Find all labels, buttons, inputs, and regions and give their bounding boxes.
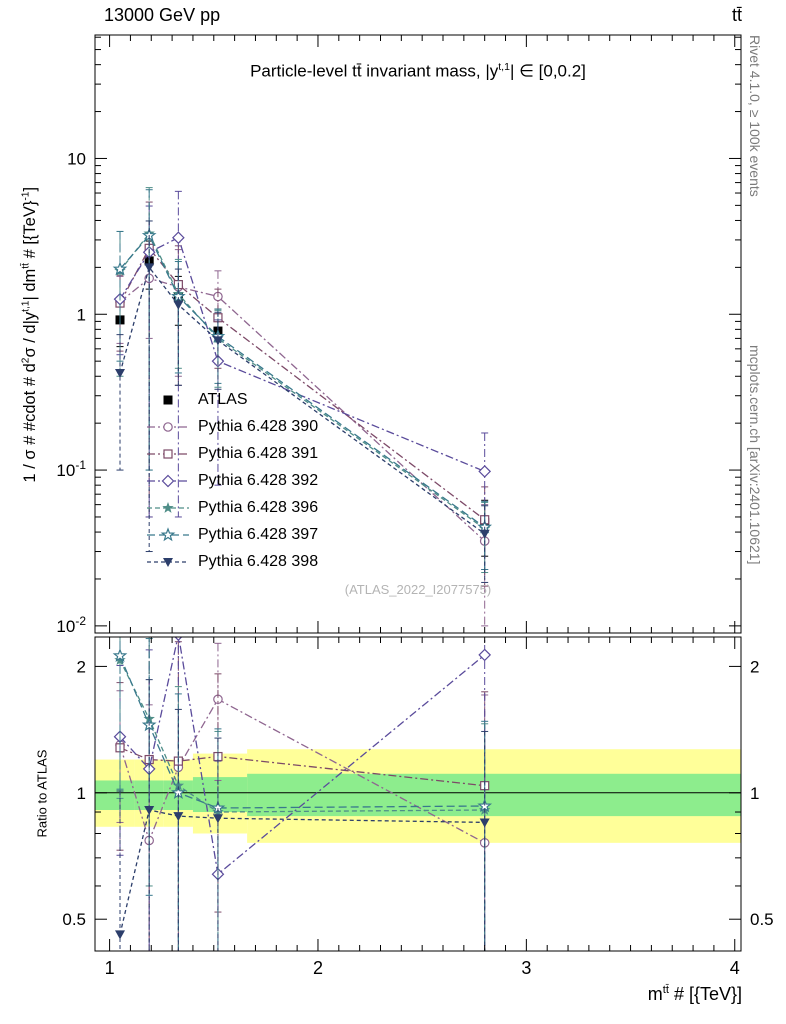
y-tick-label: 1 bbox=[77, 305, 86, 324]
marker-square-filled bbox=[163, 395, 173, 404]
legend-key-square-open bbox=[147, 448, 189, 459]
legend-label: Pythia 6.428 390 bbox=[198, 417, 319, 435]
x-tick-label: 2 bbox=[313, 958, 323, 978]
marker-star-open bbox=[112, 648, 128, 663]
series-ratio-pythia-6.428-398 bbox=[115, 679, 490, 951]
legend-item-atlas: ATLAS bbox=[146, 386, 318, 413]
legend-item-pythia-6.428-390: Pythia 6.428 390 bbox=[146, 413, 318, 440]
main-series-layer bbox=[112, 187, 493, 627]
legend-item-pythia-6.428-391: Pythia 6.428 391 bbox=[146, 440, 318, 467]
legend-key-square-filled bbox=[163, 395, 173, 404]
marker-diamond-open bbox=[172, 231, 185, 245]
legend-key-diamond-open bbox=[147, 474, 189, 487]
y-tick-label: 10 bbox=[67, 149, 86, 168]
legend-key-star-open bbox=[147, 526, 189, 541]
ratio-bands bbox=[95, 749, 741, 843]
marker-triangle-down-filled bbox=[479, 529, 490, 539]
legend-label: Pythia 6.428 398 bbox=[198, 552, 319, 570]
ratio-axis-title: Ratio to ATLAS bbox=[34, 749, 50, 838]
ratio-tick-label-right: 0.5 bbox=[750, 910, 774, 929]
x-tick-label: 3 bbox=[521, 958, 531, 978]
ratio-series-layer bbox=[112, 637, 493, 951]
marker-triangle-down-filled bbox=[163, 557, 173, 567]
marker-triangle-down-filled bbox=[173, 812, 184, 822]
ratio-panel bbox=[94, 636, 742, 952]
plot-title-sup: t,1 bbox=[498, 61, 510, 73]
green-band-segment bbox=[95, 780, 135, 811]
plot-title-text-2: | ∈ [0,0.2] bbox=[509, 61, 586, 81]
ratio-tick-label-left: 0.5 bbox=[62, 910, 86, 929]
y-tick-label: 10-2 bbox=[56, 614, 86, 636]
plot-title: Particle-level tt̄ invariant mass, |yt,1… bbox=[95, 61, 741, 81]
marker-star-open bbox=[160, 526, 176, 541]
marker-diamond-open bbox=[478, 648, 492, 662]
series-main-pythia-6.428-398 bbox=[115, 220, 490, 583]
marker-triangle-down-filled bbox=[144, 263, 155, 273]
legend-label: Pythia 6.428 391 bbox=[198, 444, 319, 462]
plot-title-text: Particle-level tt̄ invariant mass, |y bbox=[250, 61, 499, 81]
marker-diamond-open bbox=[161, 474, 175, 487]
ratio-tick-label-left: 2 bbox=[77, 657, 86, 676]
process-label: tt̄ bbox=[731, 5, 742, 25]
legend-label: ATLAS bbox=[198, 390, 248, 408]
x-tick-label: 1 bbox=[105, 958, 115, 978]
beam-energy-label: 13000 GeV pp bbox=[104, 5, 221, 25]
axes-ticks bbox=[95, 35, 741, 951]
marker-circle-open bbox=[163, 421, 173, 432]
marker-star-open bbox=[112, 261, 128, 276]
mcplots-arxiv-note: mcplots.cern.ch [arXiv:2401.10621] bbox=[747, 345, 763, 565]
marker-diamond-open bbox=[174, 637, 183, 642]
ratio-tick-label-right: 2 bbox=[750, 657, 759, 676]
legend-label: Pythia 6.428 392 bbox=[198, 471, 319, 489]
legend-item-pythia-6.428-397: Pythia 6.428 397 bbox=[146, 521, 318, 548]
legend-key-triangle-down-filled bbox=[147, 557, 189, 567]
x-axis-title: mtt̄ # [{TeV}] bbox=[647, 984, 742, 1004]
legend-key-star-filled bbox=[147, 501, 189, 513]
marker-triangle-down-filled bbox=[173, 300, 184, 310]
y-tick-label: 10-1 bbox=[56, 458, 86, 480]
marker-triangle-down-filled bbox=[115, 930, 126, 940]
legend-label: Pythia 6.428 397 bbox=[198, 525, 319, 543]
marker-triangle-down-filled bbox=[212, 814, 223, 824]
legend-key-circle-open bbox=[147, 421, 189, 432]
legend-item-pythia-6.428-392: Pythia 6.428 392 bbox=[146, 467, 318, 494]
x-tick-label: 4 bbox=[730, 958, 740, 978]
marker-triangle-down-filled bbox=[479, 818, 490, 828]
ratio-tick-label-left: 1 bbox=[77, 784, 86, 803]
legend: ATLAS Pythia 6.428 390 Pythia 6.428 391 Pyt… bbox=[146, 386, 318, 575]
legend-label: Pythia 6.428 396 bbox=[198, 498, 319, 516]
marker-square-open bbox=[163, 448, 173, 459]
marker-triangle-down-filled bbox=[212, 336, 223, 346]
marker-triangle-down-filled bbox=[144, 806, 155, 816]
rivet-version-note: Rivet 4.1.0, ≥ 100k events bbox=[747, 35, 763, 197]
marker-diamond-open bbox=[478, 465, 492, 478]
legend-item-pythia-6.428-396: Pythia 6.428 396 bbox=[146, 494, 318, 521]
main-panel bbox=[94, 34, 742, 634]
axes-labels: 10-2 10-1 1 10 0.5 0.5 1 1 2 2 1 2 3 4 bbox=[56, 149, 773, 978]
analysis-id-watermark: (ATLAS_2022_I2077575) bbox=[344, 582, 492, 597]
marker-triangle-down-filled bbox=[115, 368, 126, 378]
green-band-segment bbox=[247, 773, 741, 817]
ratio-tick-label-right: 1 bbox=[750, 784, 759, 803]
marker-star-filled bbox=[162, 501, 174, 513]
legend-item-pythia-6.428-398: Pythia 6.428 398 bbox=[146, 548, 318, 575]
